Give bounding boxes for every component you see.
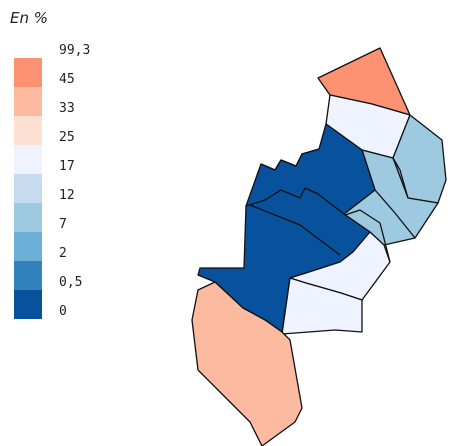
boundary-line xyxy=(245,187,345,215)
boundary-line xyxy=(374,189,416,239)
legend-swatch xyxy=(14,203,42,232)
legend-swatch xyxy=(14,145,42,174)
legend-item: 0 xyxy=(14,304,134,349)
legend-label: 0 xyxy=(59,304,67,319)
boundary-line xyxy=(344,209,391,263)
legend-label: 33 xyxy=(59,101,75,116)
legend-item: 17 xyxy=(14,159,134,204)
legend-item: 33 xyxy=(14,101,134,146)
legend-swatch xyxy=(14,290,42,319)
legend-label: 99,3 xyxy=(59,43,91,58)
legend-swatch xyxy=(14,232,42,261)
legend-item: 2 xyxy=(14,246,134,291)
legend-title: En % xyxy=(10,9,49,27)
legend-label: 0,5 xyxy=(59,275,83,290)
region-south-center[interactable] xyxy=(281,277,363,335)
legend-label: 25 xyxy=(59,130,75,145)
legend-item: 0,5 xyxy=(14,275,134,320)
legend-swatch xyxy=(14,174,42,203)
legend-swatch xyxy=(14,58,42,87)
boundary-line xyxy=(392,157,409,199)
legend-label: 7 xyxy=(59,217,67,232)
legend-label: 12 xyxy=(59,188,75,203)
legend-item: 45 xyxy=(14,72,134,117)
legend-swatch xyxy=(14,261,42,290)
legend-label: 2 xyxy=(59,246,67,261)
region-south-peach[interactable] xyxy=(191,281,303,446)
boundary-line xyxy=(260,148,320,171)
legend-swatch xyxy=(14,87,42,116)
legend-item: 7 xyxy=(14,217,134,262)
legend-item: 99,3 xyxy=(14,43,134,88)
internal-boundaries xyxy=(245,148,416,263)
legend-item: 12 xyxy=(14,188,134,233)
legend-swatch xyxy=(14,116,42,145)
legend-label: 45 xyxy=(59,72,75,87)
boundary-line xyxy=(249,204,341,256)
legend-item: 25 xyxy=(14,130,134,175)
legend-label: 17 xyxy=(59,159,75,174)
